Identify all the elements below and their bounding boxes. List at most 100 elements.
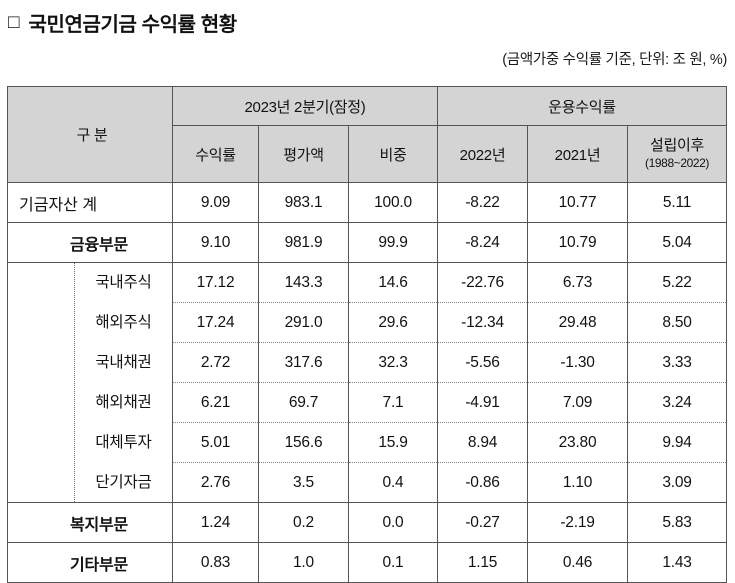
cell-since-inception: 8.50 <box>627 302 728 343</box>
cell-since-inception: 1.43 <box>627 542 728 583</box>
cell-rate: 5.01 <box>172 422 259 463</box>
cell-return-2021: 29.48 <box>527 302 629 343</box>
cell-rate: 6.21 <box>172 382 259 423</box>
cell-weight: 0.1 <box>347 542 439 583</box>
cell-rate: 17.24 <box>172 302 259 343</box>
cell-rate: 9.09 <box>172 182 259 223</box>
row-label-cell: 기금자산 계 <box>7 182 173 223</box>
cell-since-inception: 5.11 <box>627 182 728 223</box>
row-label-cell: 국내채권 <box>7 342 173 383</box>
header-col-rate: 수익률 <box>172 125 259 183</box>
cell-return-2022: -8.24 <box>437 222 529 263</box>
cell-since-inception: 3.33 <box>627 342 728 383</box>
page-title: □ 국민연금기금 수익률 현황 <box>8 8 237 37</box>
row-label-cell: 해외주식 <box>7 302 173 343</box>
cell-weight: 100.0 <box>347 182 439 223</box>
row-label: 기타부문 <box>69 556 129 574</box>
header-group-return: 운용수익률 <box>437 86 728 126</box>
cell-return-2021: 7.09 <box>527 382 629 423</box>
cell-rate: 2.76 <box>172 462 259 503</box>
cell-rate: 2.72 <box>172 342 259 383</box>
square-bullet-icon: □ <box>8 12 20 33</box>
cell-return-2022: 8.94 <box>437 422 529 463</box>
table-row: 기타부문 0.83 1.0 0.1 1.15 0.46 1.43 <box>7 542 728 583</box>
cell-value: 317.6 <box>258 342 349 383</box>
table-unit-note: (금액가중 수익률 기준, 단위: 조 원, %) <box>502 52 727 68</box>
row-label: 금융부문 <box>69 236 129 254</box>
cell-rate: 9.10 <box>172 222 259 263</box>
row-label-cell: 단기자금 <box>7 462 173 503</box>
cell-return-2022: -8.22 <box>437 182 529 223</box>
cell-return-2022: -4.91 <box>437 382 529 423</box>
cell-since-inception: 5.04 <box>627 222 728 263</box>
table-row: 해외주식 17.24 291.0 29.6 -12.34 29.48 8.50 <box>7 302 728 343</box>
cell-return-2021: -2.19 <box>527 502 629 543</box>
header-col-since-note: (1988~2022) <box>645 155 710 170</box>
table-row: 단기자금 2.76 3.5 0.4 -0.86 1.10 3.09 <box>7 462 728 503</box>
cell-since-inception: 5.83 <box>627 502 728 543</box>
row-label: 해외채권 <box>74 383 172 422</box>
cell-return-2021: 23.80 <box>527 422 629 463</box>
cell-weight: 0.0 <box>347 502 439 543</box>
cell-return-2022: -12.34 <box>437 302 529 343</box>
header-col-2022: 2022년 <box>437 125 529 183</box>
row-label-cell: 대체투자 <box>7 422 173 463</box>
cell-value: 143.3 <box>258 262 349 303</box>
header-col-value: 평가액 <box>258 125 349 183</box>
row-label: 대체투자 <box>74 423 172 462</box>
row-label-cell: 해외채권 <box>7 382 173 423</box>
cell-weight: 7.1 <box>347 382 439 423</box>
cell-value: 69.7 <box>258 382 349 423</box>
cell-return-2021: 0.46 <box>527 542 629 583</box>
table-row: 해외채권 6.21 69.7 7.1 -4.91 7.09 3.24 <box>7 382 728 423</box>
cell-since-inception: 3.24 <box>627 382 728 423</box>
table-row: 국내주식 17.12 143.3 14.6 -22.76 6.73 5.22 <box>7 262 728 303</box>
cell-value: 983.1 <box>258 182 349 223</box>
cell-rate: 0.83 <box>172 542 259 583</box>
header-col-weight: 비중 <box>347 125 439 183</box>
row-label: 복지부문 <box>69 516 129 534</box>
table-row: 복지부문 1.24 0.2 0.0 -0.27 -2.19 5.83 <box>7 502 728 543</box>
cell-value: 1.0 <box>258 542 349 583</box>
cell-return-2021: 1.10 <box>527 462 629 503</box>
header-col-since-inception: 설립이후 (1988~2022) <box>627 125 728 183</box>
fund-return-table-container: 구 분 2023년 2분기(잠정) 운용수익률 수익률 평가액 비중 2022년… <box>7 86 728 583</box>
cell-return-2021: 10.77 <box>527 182 629 223</box>
row-label: 단기자금 <box>74 463 172 502</box>
table-row: 기금자산 계 9.09 983.1 100.0 -8.22 10.77 5.11 <box>7 182 728 223</box>
cell-rate: 17.12 <box>172 262 259 303</box>
cell-since-inception: 5.22 <box>627 262 728 303</box>
cell-return-2022: -22.76 <box>437 262 529 303</box>
cell-since-inception: 3.09 <box>627 462 728 503</box>
cell-return-2021: -1.30 <box>527 342 629 383</box>
row-label-cell: 금융부문 <box>7 222 173 263</box>
cell-return-2021: 6.73 <box>527 262 629 303</box>
cell-weight: 32.3 <box>347 342 439 383</box>
table-header: 구 분 2023년 2분기(잠정) 운용수익률 수익률 평가액 비중 2022년… <box>7 86 728 183</box>
cell-return-2021: 10.79 <box>527 222 629 263</box>
cell-value: 0.2 <box>258 502 349 543</box>
cell-since-inception: 9.94 <box>627 422 728 463</box>
cell-weight: 15.9 <box>347 422 439 463</box>
cell-value: 981.9 <box>258 222 349 263</box>
header-gubun: 구 분 <box>7 86 173 183</box>
cell-value: 156.6 <box>258 422 349 463</box>
cell-weight: 14.6 <box>347 262 439 303</box>
cell-return-2022: -0.27 <box>437 502 529 543</box>
row-label-cell: 기타부문 <box>7 542 173 583</box>
row-label-cell: 복지부문 <box>7 502 173 543</box>
header-group-quarter: 2023년 2분기(잠정) <box>171 86 439 126</box>
table-row: 국내채권 2.72 317.6 32.3 -5.56 -1.30 3.33 <box>7 342 728 383</box>
header-col-2021: 2021년 <box>527 125 629 183</box>
cell-weight: 29.6 <box>347 302 439 343</box>
table-row: 대체투자 5.01 156.6 15.9 8.94 23.80 9.94 <box>7 422 728 463</box>
table-row: 금융부문 9.10 981.9 99.9 -8.24 10.79 5.04 <box>7 222 728 263</box>
row-label: 기금자산 계 <box>19 196 98 214</box>
cell-weight: 99.9 <box>347 222 439 263</box>
header-col-since-main: 설립이후 <box>650 137 705 155</box>
cell-value: 291.0 <box>258 302 349 343</box>
row-label: 국내주식 <box>74 263 172 302</box>
cell-return-2022: -0.86 <box>437 462 529 503</box>
cell-rate: 1.24 <box>172 502 259 543</box>
cell-weight: 0.4 <box>347 462 439 503</box>
